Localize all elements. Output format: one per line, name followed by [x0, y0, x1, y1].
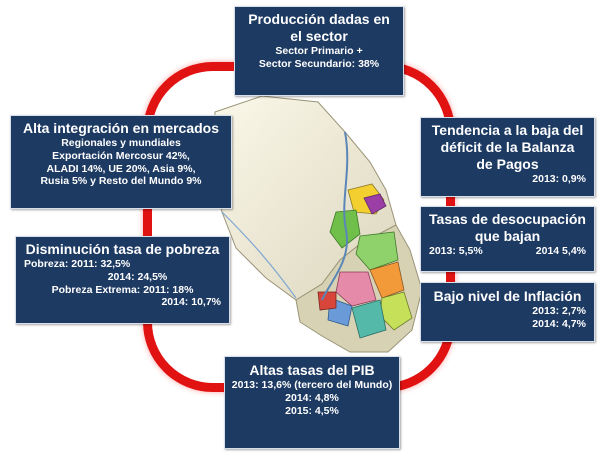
- integration-line: Regionales y mundiales: [61, 137, 181, 150]
- production-box: Producción dadas en el sector Sector Pri…: [234, 6, 404, 96]
- integration-line: Rusia 5% y Resto del Mundo 9%: [40, 175, 202, 188]
- region-purple: [363, 193, 387, 215]
- integration-line: Exportación Mercosur 42%,: [52, 149, 190, 162]
- pilcomayo-river: [221, 211, 297, 299]
- poverty-title: Disminución tasa de pobreza: [25, 241, 220, 257]
- production-sub1: Sector Primario +: [275, 45, 363, 58]
- integration-box: Alta integración en mercados Regionales …: [10, 115, 232, 209]
- unemployment-2014: 2014 5,4%: [535, 245, 586, 258]
- deficit-title-line: Tendencia a la baja del: [431, 122, 584, 138]
- gdp-line: 2013: 13,6% (tercero del Mundo): [231, 379, 393, 392]
- inflation-title: Bajo nivel de Inflación: [433, 288, 582, 304]
- unemployment-title-line: Tasas de desocupación: [429, 211, 586, 227]
- gdp-box: Altas tasas del PIB 2013: 13,6% (tercero…: [224, 356, 400, 449]
- integration-line: ALADI 14%, UE 20%, Asia 9%,: [46, 162, 196, 175]
- region-lightgreen: [355, 231, 399, 271]
- inflation-line: 2013: 2,7%: [532, 305, 586, 318]
- deficit-title-line: de Pagos: [476, 156, 539, 173]
- integration-title: Alta integración en mercados: [22, 120, 220, 136]
- deficit-title-line: déficit de la Balanza: [440, 139, 575, 156]
- region-red: [317, 291, 337, 311]
- region-pink: [335, 271, 377, 307]
- paraguay-river: [321, 131, 349, 301]
- gdp-line: 2014: 4,8%: [285, 391, 339, 404]
- production-sub2: Sector Secundario: 38%: [258, 57, 380, 70]
- unemployment-box: Tasas de desocupación que bajan 2013: 5,…: [420, 206, 595, 272]
- poverty-line: 2014: 24,5%: [107, 270, 168, 283]
- production-title-line1: Producción dadas en: [248, 11, 390, 27]
- unemployment-title-line: que bajan: [474, 228, 541, 245]
- poverty-line: 2014: 10,7%: [161, 296, 221, 309]
- poverty-box: Disminución tasa de pobreza Pobreza: 201…: [15, 236, 230, 324]
- poverty-line: Pobreza Extrema: 2011: 18%: [51, 283, 194, 296]
- deficit-value: 2013: 0,9%: [532, 173, 586, 186]
- unemployment-values: 2013: 5,5% 2014 5,4%: [421, 245, 594, 258]
- inflation-line: 2014: 4,7%: [532, 317, 586, 330]
- poverty-line: Pobreza: 2011: 32,5%: [24, 258, 131, 271]
- region-orange: [369, 261, 405, 299]
- region-teal: [351, 299, 387, 339]
- unemployment-2013: 2013: 5,5%: [429, 245, 483, 258]
- production-title-line2: el sector: [290, 28, 348, 45]
- inflation-box: Bajo nivel de Inflación 2013: 2,7% 2014:…: [420, 282, 595, 342]
- gdp-title: Altas tasas del PIB: [249, 362, 375, 378]
- deficit-box: Tendencia a la baja del déficit de la Ba…: [420, 117, 595, 197]
- gdp-line: 2015: 4,5%: [285, 404, 339, 417]
